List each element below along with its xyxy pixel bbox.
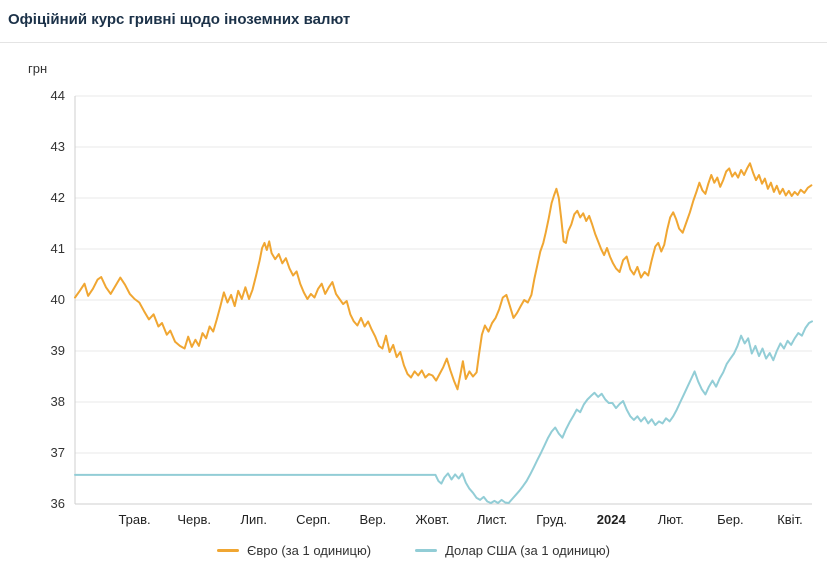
exchange-rate-chart: 36 37 38 39 40 41 42 43 44 грн Трав. Черв. Лип. Серп.… [28, 61, 813, 527]
euro-line-swatch [217, 549, 240, 552]
y-axis-unit-label: грн [28, 61, 47, 76]
euro-line [74, 162, 813, 391]
x-tick-label: Жовт. [416, 512, 450, 527]
y-tick-label-39: 39 [51, 343, 65, 358]
x-tick-label: Серп. [296, 512, 331, 527]
chart-area: 36 37 38 39 40 41 42 43 44 грн Трав. Черв. Лип. Серп.… [0, 43, 827, 535]
x-tick-label: Лист. [477, 512, 507, 527]
x-tick-label: 2024 [597, 512, 627, 527]
usd-line [74, 320, 813, 504]
chart-title: Офіційний курс гривні щодо іноземних вал… [8, 11, 351, 28]
x-tick-label: Черв. [177, 512, 211, 527]
x-tick-label: Квіт. [777, 512, 803, 527]
x-tick-label: Лип. [241, 512, 267, 527]
y-tick-label-38: 38 [51, 394, 65, 409]
legend-label-usd: Долар США (за 1 одиницю) [445, 543, 610, 558]
legend-item-usd[interactable]: Долар США (за 1 одиницю) [415, 543, 610, 558]
y-tick-label-40: 40 [51, 292, 65, 307]
x-tick-label: Груд. [536, 512, 567, 527]
legend-label-euro: Євро (за 1 одиницю) [247, 543, 372, 558]
chart-legend: Євро (за 1 одиницю) Долар США (за 1 один… [0, 543, 827, 558]
y-tick-label-37: 37 [51, 445, 65, 460]
x-tick-label: Лют. [658, 512, 684, 527]
y-tick-label-42: 42 [51, 190, 65, 205]
x-tick-label: Бер. [717, 512, 744, 527]
chart-header: Офіційний курс гривні щодо іноземних вал… [0, 0, 827, 43]
usd-line-swatch [415, 549, 438, 552]
legend-item-euro[interactable]: Євро (за 1 одиницю) [217, 543, 371, 558]
x-tick-label: Трав. [118, 512, 150, 527]
y-tick-label-41: 41 [51, 241, 65, 256]
y-tick-label-36: 36 [51, 496, 65, 511]
y-tick-label-43: 43 [51, 139, 65, 154]
y-tick-label-44: 44 [51, 88, 65, 103]
x-tick-label: Вер. [360, 512, 387, 527]
